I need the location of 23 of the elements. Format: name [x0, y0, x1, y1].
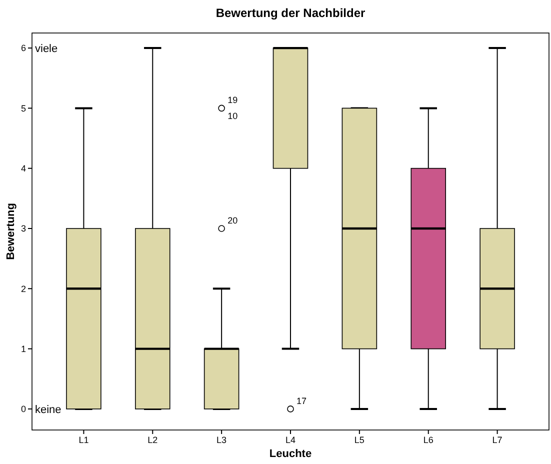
x-tick-label: L6: [423, 435, 434, 445]
annotation: 20: [228, 215, 238, 226]
x-axis-title: Leuchte: [269, 448, 312, 460]
y-tick-label: 2: [20, 284, 26, 294]
x-tick-label: L2: [148, 435, 158, 445]
x-tick-label: L5: [354, 435, 364, 445]
annotation: 19: [228, 95, 238, 106]
y-tick-label: 4: [20, 163, 26, 174]
y-tick-label: 1: [20, 344, 26, 354]
annotation: viele: [35, 42, 58, 55]
chart-title: Bewertung der Nachbilder: [216, 6, 366, 20]
annotation: 17: [296, 396, 307, 406]
x-tick-label: L3: [216, 435, 227, 445]
y-axis-title: Bewertung: [5, 203, 17, 260]
y-tick-label: 0: [20, 404, 26, 414]
annotation: keine: [35, 404, 62, 416]
y-tick-label: 3: [20, 224, 26, 234]
x-tick-label: L7: [492, 435, 502, 445]
y-tick-label: 5: [20, 103, 26, 114]
x-tick-label: L4: [285, 435, 296, 445]
x-tick-label: L1: [78, 435, 89, 445]
y-tick-label: 6: [20, 43, 26, 54]
annotation: 10: [228, 111, 238, 122]
